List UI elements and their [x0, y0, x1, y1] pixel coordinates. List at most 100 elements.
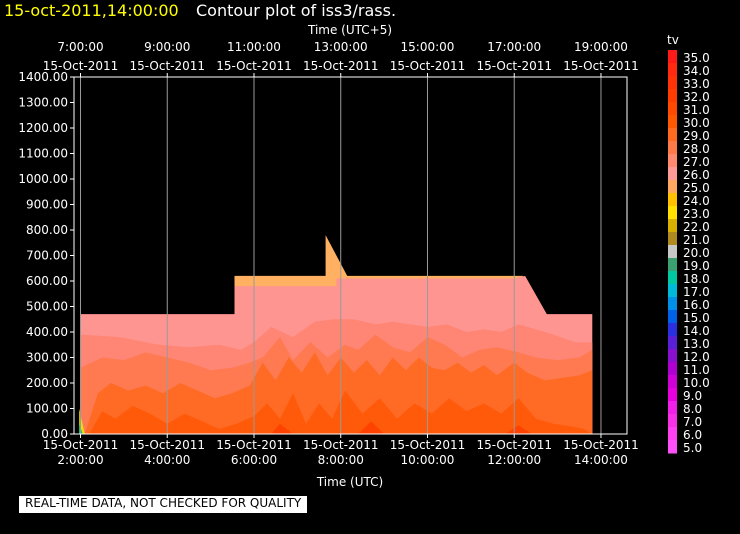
colorbar-label: tv — [667, 33, 679, 47]
colorbar-level-label: 23.0 — [683, 207, 710, 221]
colorbar-level-label: 31.0 — [683, 103, 710, 117]
colorbar-level-label: 6.0 — [683, 428, 702, 442]
quality-disclaimer: REAL-TIME DATA, NOT CHECKED FOR QUALITY — [19, 496, 308, 513]
colorbar-level-label: 14.0 — [683, 324, 710, 338]
colorbar-swatch-10.0 — [668, 375, 677, 389]
colorbar-swatch-6.0 — [668, 427, 677, 441]
bottom-axis-label: Time (UTC) — [316, 475, 384, 489]
colorbar-swatch-14.0 — [668, 323, 677, 337]
colorbar-swatch-7.0 — [668, 414, 677, 428]
colorbar-swatch-12.0 — [668, 349, 677, 363]
colorbar-level-label: 11.0 — [683, 363, 710, 377]
x-tick-time-bottom: 14:00:00 — [574, 453, 628, 467]
y-tick-label: 700.00 — [26, 249, 68, 263]
contour-regions — [79, 235, 593, 434]
y-tick-label: 1000.00 — [18, 172, 68, 186]
x-tick-time-bottom: 4:00:00 — [144, 453, 190, 467]
x-tick-time-top: 15:00:00 — [401, 40, 455, 54]
header-datetime: 15-oct-2011,14:00:00 — [4, 1, 179, 20]
x-tick-date-bottom: 15-Oct-2011 — [563, 438, 639, 452]
colorbar-level-label: 27.0 — [683, 155, 710, 169]
colorbar-swatch-9.0 — [668, 388, 677, 402]
x-tick-time-bottom: 6:00:00 — [231, 453, 277, 467]
colorbar-swatch-32.0 — [668, 89, 677, 103]
tick-labels: 0.00 100.00 200.00 300.00 400.00 500.00 600.00… — [18, 40, 638, 467]
colorbar-swatch-34.0 — [668, 63, 677, 77]
x-tick-date-top: 15-Oct-2011 — [43, 59, 119, 73]
colorbar-swatch-29.0 — [668, 128, 677, 142]
x-tick-date-top: 15-Oct-2011 — [476, 59, 552, 73]
x-tick-date-bottom: 15-Oct-2011 — [43, 438, 119, 452]
colorbar-level-label: 12.0 — [683, 350, 710, 364]
contour-region-30-31-7 — [358, 421, 385, 434]
colorbar-swatch-13.0 — [668, 336, 677, 350]
colorbar-level-label: 9.0 — [683, 389, 702, 403]
y-tick-label: 400.00 — [26, 325, 68, 339]
colorbar-swatch-15.0 — [668, 310, 677, 324]
contour-region-30-31-6 — [271, 423, 293, 434]
y-tick-label: 200.00 — [26, 376, 68, 390]
colorbar-swatch-19.0 — [668, 258, 677, 272]
y-tick-label: 500.00 — [26, 300, 68, 314]
colorbar-swatch-31.0 — [668, 102, 677, 116]
colorbar-swatch-30.0 — [668, 115, 677, 129]
y-tick-label: 1300.00 — [18, 96, 68, 110]
colorbar-level-label: 19.0 — [683, 259, 710, 273]
colorbar: 35.034.033.032.031.030.029.028.027.026.0… — [668, 50, 710, 455]
colorbar-level-label: 18.0 — [683, 272, 710, 286]
colorbar-level-label: 13.0 — [683, 337, 710, 351]
colorbar-level-label: 26.0 — [683, 168, 710, 182]
y-tick-label: 100.00 — [26, 402, 68, 416]
colorbar-swatch-28.0 — [668, 141, 677, 155]
x-tick-time-top: 17:00:00 — [487, 40, 541, 54]
colorbar-swatch-17.0 — [668, 284, 677, 298]
y-tick-label: 600.00 — [26, 274, 68, 288]
y-tick-label: 0.00 — [41, 427, 68, 441]
colorbar-swatch-35.0 — [668, 50, 677, 64]
x-tick-date-bottom: 15-Oct-2011 — [390, 438, 466, 452]
x-tick-date-bottom: 15-Oct-2011 — [216, 438, 292, 452]
x-tick-time-bottom: 12:00:00 — [487, 453, 541, 467]
colorbar-level-label: 33.0 — [683, 77, 710, 91]
colorbar-level-label: 22.0 — [683, 220, 710, 234]
colorbar-swatch-16.0 — [668, 297, 677, 311]
x-tick-date-top: 15-Oct-2011 — [303, 59, 379, 73]
colorbar-level-label: 7.0 — [683, 415, 702, 429]
y-tick-label: 900.00 — [26, 198, 68, 212]
colorbar-swatch-33.0 — [668, 76, 677, 90]
y-tick-label: 1400.00 — [18, 70, 68, 84]
colorbar-level-label: 20.0 — [683, 246, 710, 260]
colorbar-level-label: 32.0 — [683, 90, 710, 104]
colorbar-level-label: 5.0 — [683, 441, 702, 455]
colorbar-level-label: 15.0 — [683, 311, 710, 325]
colorbar-level-label: 29.0 — [683, 129, 710, 143]
colorbar-level-label: 34.0 — [683, 64, 710, 78]
colorbar-swatch-18.0 — [668, 271, 677, 285]
colorbar-level-label: 25.0 — [683, 181, 710, 195]
x-tick-date-bottom: 15-Oct-2011 — [129, 438, 205, 452]
x-tick-date-bottom: 15-Oct-2011 — [303, 438, 379, 452]
colorbar-swatch-24.0 — [668, 193, 677, 207]
colorbar-level-label: 8.0 — [683, 402, 702, 416]
chart-title: Contour plot of iss3/rass. — [196, 1, 397, 20]
colorbar-swatch-11.0 — [668, 362, 677, 376]
colorbar-level-label: 17.0 — [683, 285, 710, 299]
colorbar-level-label: 10.0 — [683, 376, 710, 390]
x-tick-time-bottom: 2:00:00 — [57, 453, 103, 467]
x-tick-date-top: 15-Oct-2011 — [129, 59, 205, 73]
x-tick-time-bottom: 8:00:00 — [318, 453, 364, 467]
y-tick-label: 1100.00 — [18, 147, 68, 161]
colorbar-swatch-8.0 — [668, 401, 677, 415]
colorbar-swatch-25.0 — [668, 180, 677, 194]
colorbar-swatch-21.0 — [668, 232, 677, 246]
colorbar-swatch-27.0 — [668, 154, 677, 168]
x-tick-time-top: 13:00:00 — [314, 40, 368, 54]
x-tick-date-top: 15-Oct-2011 — [563, 59, 639, 73]
colorbar-swatch-5.0 — [668, 440, 677, 454]
x-tick-date-top: 15-Oct-2011 — [390, 59, 466, 73]
x-tick-time-top: 9:00:00 — [144, 40, 190, 54]
x-tick-time-bottom: 10:00:00 — [401, 453, 455, 467]
grid-lines — [80, 77, 602, 434]
